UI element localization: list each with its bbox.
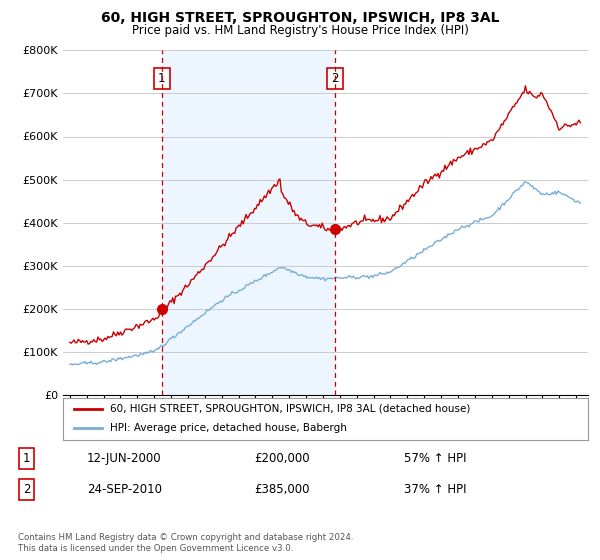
Text: 2: 2	[332, 72, 339, 85]
Text: 60, HIGH STREET, SPROUGHTON, IPSWICH, IP8 3AL (detached house): 60, HIGH STREET, SPROUGHTON, IPSWICH, IP…	[110, 404, 470, 414]
Text: Price paid vs. HM Land Registry's House Price Index (HPI): Price paid vs. HM Land Registry's House …	[131, 24, 469, 36]
Text: £200,000: £200,000	[254, 452, 310, 465]
Text: £385,000: £385,000	[254, 483, 310, 496]
Text: 1: 1	[158, 72, 166, 85]
Text: 57% ↑ HPI: 57% ↑ HPI	[404, 452, 466, 465]
Text: 60, HIGH STREET, SPROUGHTON, IPSWICH, IP8 3AL: 60, HIGH STREET, SPROUGHTON, IPSWICH, IP…	[101, 11, 499, 25]
Text: Contains HM Land Registry data © Crown copyright and database right 2024.
This d: Contains HM Land Registry data © Crown c…	[18, 533, 353, 553]
Text: 1: 1	[23, 452, 30, 465]
Text: 2: 2	[23, 483, 30, 496]
Text: 37% ↑ HPI: 37% ↑ HPI	[404, 483, 466, 496]
Text: HPI: Average price, detached house, Babergh: HPI: Average price, detached house, Babe…	[110, 423, 347, 433]
Bar	[162, 50, 335, 395]
Text: 12-JUN-2000: 12-JUN-2000	[87, 452, 161, 465]
Text: 24-SEP-2010: 24-SEP-2010	[87, 483, 162, 496]
